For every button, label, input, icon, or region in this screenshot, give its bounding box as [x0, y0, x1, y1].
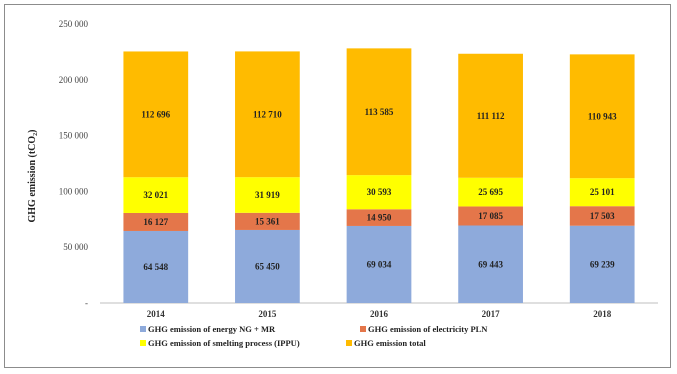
legend-label: GHG emission of energy NG + MR — [148, 324, 276, 334]
y-tick-label: 250 000 — [59, 19, 89, 29]
legend-swatch — [140, 340, 146, 346]
legend-item: GHG emission of electricity PLN — [360, 324, 488, 334]
bar-stack-2015: 65 450 15 361 31 919 112 710 — [235, 51, 300, 303]
chart-frame — [4, 4, 671, 368]
legend-swatch — [140, 326, 146, 332]
bar-segment — [569, 178, 635, 207]
data-label: 16 127 — [143, 217, 168, 227]
data-label: 25 101 — [590, 187, 615, 197]
legend-label: GHG emission of smelting process (IPPU) — [148, 338, 300, 348]
legend-swatch — [346, 340, 352, 346]
y-tick-label: 150 000 — [59, 131, 89, 141]
x-tick-label: 2014 — [147, 309, 166, 319]
data-label: 112 696 — [141, 109, 170, 119]
bar-segment — [346, 48, 412, 176]
data-label: 15 361 — [255, 216, 280, 226]
legend-label: GHG emission total — [354, 338, 426, 348]
legend-item: GHG emission of energy NG + MR — [140, 324, 276, 334]
legend-label: GHG emission of electricity PLN — [368, 324, 488, 334]
bar-segment — [458, 177, 523, 207]
data-label: 32 021 — [143, 190, 168, 200]
y-tick-label: 200 000 — [59, 75, 89, 85]
data-label: 69 443 — [478, 259, 503, 269]
y-axis-label: GHG emission (tCO₂) — [27, 130, 38, 223]
bar-segment — [569, 54, 635, 179]
bar-stack-2018: 69 239 17 503 25 101 110 943 — [569, 54, 635, 303]
bar-segment — [569, 206, 635, 226]
data-label: 14 950 — [367, 213, 392, 223]
bar-stack-2016: 69 034 14 950 30 593 113 585 — [346, 48, 412, 303]
data-label: 17 503 — [590, 211, 615, 221]
bar-segment — [346, 209, 412, 226]
bar-segment — [123, 230, 189, 303]
data-label: 69 239 — [590, 259, 615, 269]
data-label: 64 548 — [143, 262, 168, 272]
data-label: 112 710 — [253, 109, 282, 119]
x-tick-label: 2017 — [482, 309, 501, 319]
data-label: 31 919 — [255, 190, 280, 200]
x-tick-label: 2016 — [370, 309, 389, 319]
data-label: 111 112 — [477, 111, 505, 121]
bar-segment — [235, 51, 300, 178]
bar-segment — [458, 225, 523, 303]
data-label: 30 593 — [367, 187, 392, 197]
y-tick-label: 100 000 — [59, 186, 89, 196]
data-label: 65 450 — [255, 261, 280, 271]
legend-item: GHG emission of smelting process (IPPU) — [140, 338, 300, 348]
y-tick-label: 50 000 — [63, 242, 88, 252]
bar-segment — [235, 177, 300, 213]
bar-segment — [123, 177, 189, 213]
data-label: 25 695 — [478, 187, 503, 197]
bar-segment — [235, 229, 300, 303]
bar-segment — [123, 51, 189, 178]
data-label: 113 585 — [365, 107, 394, 117]
bar-segment — [346, 225, 412, 303]
data-label: 110 943 — [588, 111, 617, 121]
bar-segment — [458, 206, 523, 226]
bar-segment — [569, 225, 635, 303]
bar-segment — [346, 175, 412, 210]
bar-segment — [458, 53, 523, 178]
bar-stack-2014: 64 548 16 127 32 021 112 696 — [123, 51, 189, 303]
x-tick-label: 2015 — [258, 309, 277, 319]
y-tick-label: - — [85, 298, 88, 308]
bar-stack-2017: 69 443 17 085 25 695 111 112 — [458, 53, 523, 303]
data-label: 17 085 — [478, 211, 503, 221]
bar-segment — [123, 212, 189, 231]
data-label: 69 034 — [367, 259, 392, 269]
x-tick-label: 2018 — [593, 309, 612, 319]
legend-item: GHG emission total — [346, 338, 426, 348]
legend-swatch — [360, 326, 366, 332]
bar-segment — [235, 212, 300, 230]
